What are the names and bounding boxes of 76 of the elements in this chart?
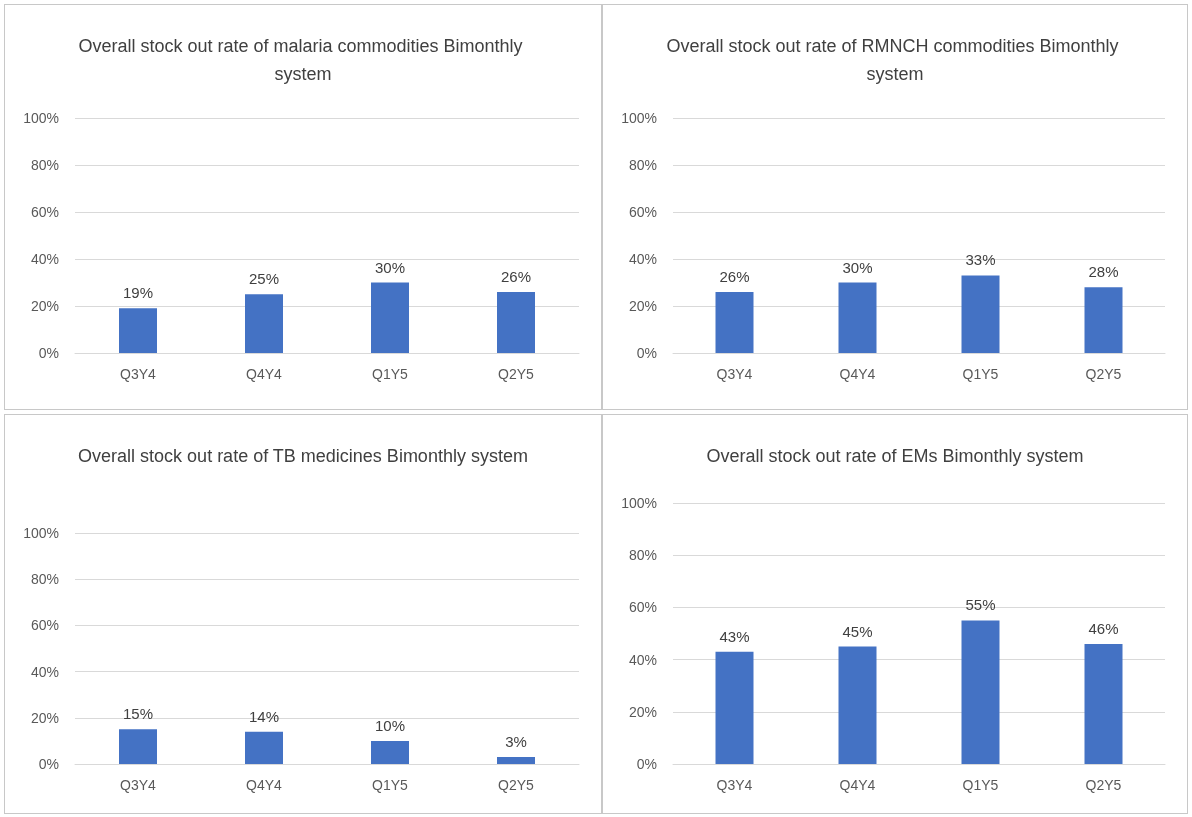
y-tick-label: 40%: [628, 651, 657, 668]
x-tick-label: Q3Y4: [120, 777, 157, 793]
data-label: 55%: [965, 596, 996, 614]
data-label: 19%: [122, 284, 154, 302]
chart-title: Overall stock out rate of malaria commodities Bimonthly system: [78, 36, 528, 84]
data-label: 46%: [1088, 619, 1119, 637]
y-tick-label: 60%: [30, 204, 59, 220]
y-tick-label: 80%: [628, 547, 657, 564]
bar: [371, 282, 409, 353]
data-label: 25%: [248, 270, 280, 288]
x-tick-label: Q1Y5: [962, 777, 999, 793]
y-tick-label: 0%: [636, 756, 657, 772]
y-tick-label: 80%: [628, 157, 657, 173]
bar: [1084, 287, 1123, 353]
data-label: 30%: [374, 258, 406, 276]
x-tick-label: Q2Y5: [1085, 777, 1122, 793]
y-tick-label: 80%: [30, 571, 59, 588]
bar: [961, 275, 1000, 353]
x-tick-label: Q1Y5: [962, 366, 999, 382]
x-tick-label: Q1Y5: [372, 366, 409, 382]
chart-title: Overall stock out rate of RMNCH commodities Bimonthly system: [666, 36, 1124, 84]
y-tick-label: 20%: [30, 709, 59, 726]
data-label: 33%: [965, 251, 996, 269]
y-tick-label: 0%: [38, 345, 59, 361]
data-label: 15%: [122, 705, 154, 723]
bar: [119, 729, 157, 764]
y-tick-label: 40%: [30, 251, 59, 267]
data-label: 43%: [719, 627, 750, 645]
y-tick-label: 60%: [628, 599, 657, 616]
x-tick-label: Q3Y4: [120, 366, 157, 382]
data-label: 14%: [248, 707, 280, 725]
chart-title: Overall stock out rate of EMs Bimonthly system: [706, 446, 1084, 466]
x-tick-label: Q2Y5: [1085, 366, 1122, 382]
bar: [1084, 643, 1123, 764]
y-tick-label: 100%: [621, 110, 657, 126]
x-tick-label: Q2Y5: [498, 777, 535, 793]
y-tick-label: 20%: [628, 298, 657, 314]
x-tick-label: Q2Y5: [498, 366, 535, 382]
y-tick-label: 100%: [23, 110, 59, 126]
y-tick-label: 40%: [628, 251, 657, 267]
data-label: 45%: [842, 622, 873, 640]
y-tick-label: 60%: [628, 204, 657, 220]
y-tick-label: 0%: [636, 345, 657, 361]
bar: [497, 291, 535, 353]
bar: [497, 757, 535, 764]
x-tick-label: Q3Y4: [716, 777, 753, 793]
bar: [245, 731, 283, 764]
bar: [838, 646, 877, 764]
y-tick-label: 0%: [38, 756, 59, 772]
x-tick-label: Q3Y4: [716, 366, 753, 382]
x-tick-label: Q4Y4: [839, 777, 876, 793]
data-label: 26%: [500, 267, 532, 285]
bar: [715, 291, 754, 353]
bar: [961, 620, 1000, 764]
bar: [371, 740, 409, 764]
bar: [715, 651, 754, 764]
data-label: 28%: [1088, 263, 1119, 281]
y-tick-label: 100%: [621, 495, 657, 511]
x-tick-label: Q1Y5: [372, 777, 409, 793]
y-tick-label: 40%: [30, 663, 59, 680]
x-tick-label: Q4Y4: [839, 366, 876, 382]
chart-title: Overall stock out rate of TB medicines Bimonthly system: [78, 446, 528, 466]
y-tick-label: 100%: [23, 525, 59, 541]
data-label: 30%: [842, 258, 873, 276]
y-tick-label: 20%: [628, 703, 657, 720]
data-label: 3%: [505, 733, 527, 751]
x-tick-label: Q4Y4: [246, 777, 283, 793]
data-label: 10%: [374, 716, 406, 734]
data-label: 26%: [719, 267, 750, 285]
bar: [245, 294, 283, 353]
x-tick-label: Q4Y4: [246, 366, 283, 382]
y-tick-label: 20%: [30, 298, 59, 314]
y-tick-label: 60%: [30, 617, 59, 634]
bar: [119, 308, 157, 353]
bar: [838, 282, 877, 353]
y-tick-label: 80%: [30, 157, 59, 173]
